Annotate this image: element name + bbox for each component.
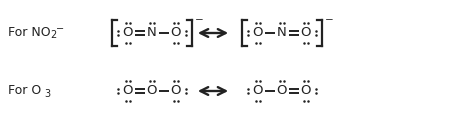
Text: 2: 2 [50,30,56,40]
Text: 3: 3 [44,89,50,99]
Text: N: N [277,26,287,39]
Text: O: O [301,85,311,98]
Text: O: O [253,26,263,39]
Text: O: O [147,85,157,98]
Text: O: O [171,26,181,39]
Text: O: O [301,26,311,39]
Text: N: N [147,26,157,39]
Text: For O: For O [8,85,41,98]
Text: −: − [195,15,204,25]
Text: O: O [277,85,287,98]
Text: O: O [171,85,181,98]
Text: O: O [123,85,133,98]
Text: For NO: For NO [8,25,51,39]
Text: −: − [56,24,64,34]
Text: O: O [123,26,133,39]
Text: O: O [253,85,263,98]
Text: −: − [325,15,334,25]
